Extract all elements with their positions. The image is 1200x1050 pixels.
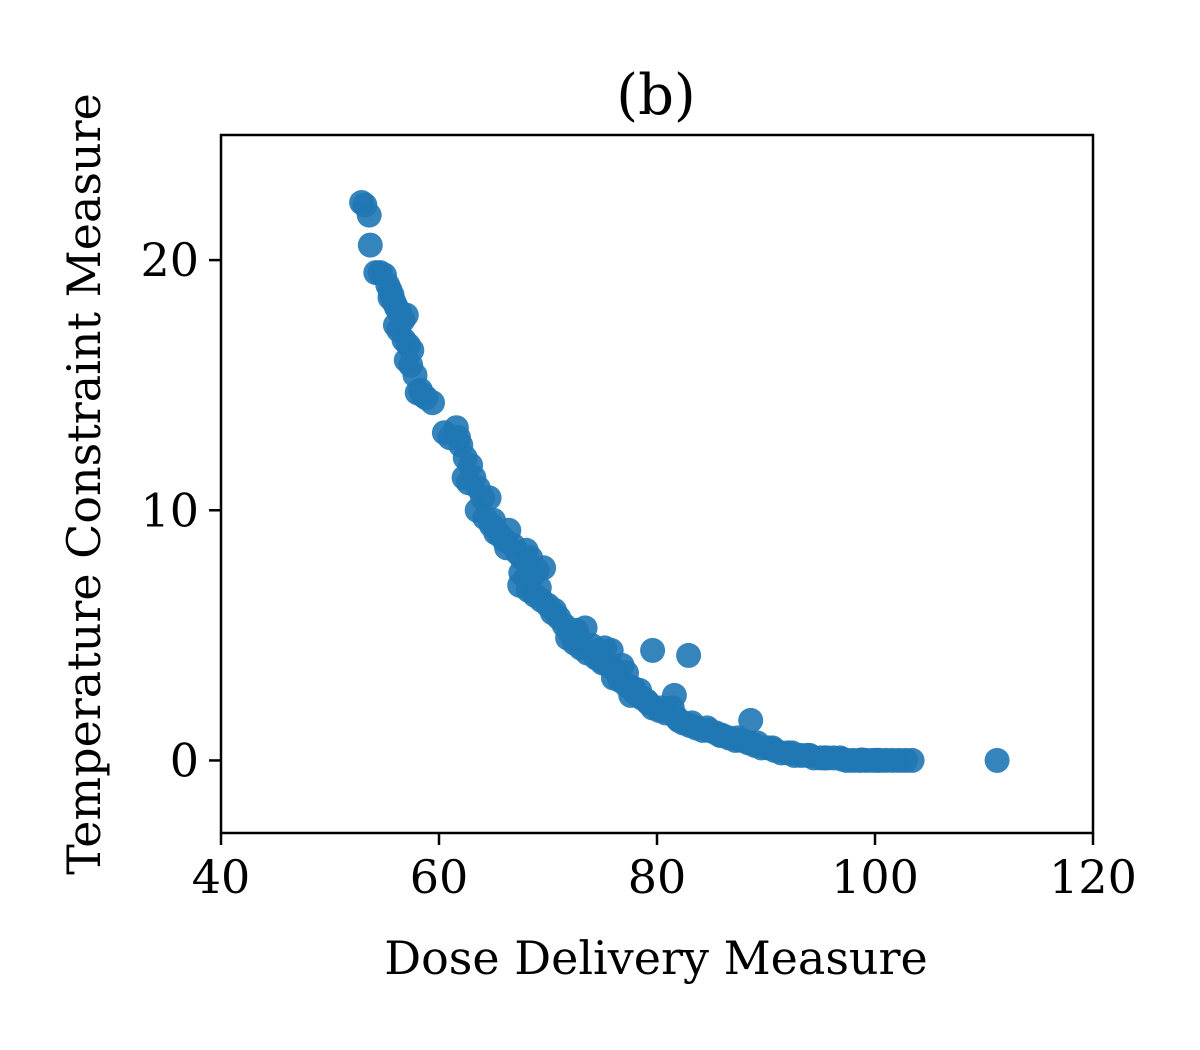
- data-point: [526, 575, 552, 601]
- x-tick-label: 100: [831, 850, 919, 904]
- data-point: [640, 637, 666, 663]
- data-point: [494, 535, 520, 561]
- data-point: [410, 382, 436, 408]
- x-tick-label: 80: [628, 850, 687, 904]
- data-point: [446, 425, 472, 451]
- x-tick-label: 60: [410, 850, 469, 904]
- data-point: [738, 707, 764, 733]
- data-point: [725, 725, 751, 751]
- y-axis-label: Temperature Constraint Measure: [57, 93, 111, 875]
- x-tick-label: 120: [1049, 850, 1137, 904]
- data-point: [481, 507, 506, 533]
- points-layer: [349, 190, 1010, 773]
- data-point: [648, 695, 674, 721]
- x-tick-label: 40: [192, 850, 251, 904]
- ticks-layer: 40 60 80 100 120 0 10 20: [140, 233, 1136, 904]
- data-point: [899, 747, 925, 773]
- y-tick-label: 10: [140, 483, 199, 537]
- chart-title: (b): [616, 63, 696, 128]
- data-point: [566, 625, 591, 651]
- data-point: [760, 735, 785, 761]
- data-point: [864, 747, 890, 773]
- x-axis-label: Dose Delivery Measure: [384, 931, 928, 985]
- data-point: [357, 232, 383, 258]
- data-point: [539, 600, 565, 626]
- data-point: [605, 660, 631, 686]
- data-point: [829, 746, 855, 772]
- data-point: [377, 285, 403, 311]
- plot-frame: [219, 133, 1095, 835]
- y-tick-label: 20: [140, 233, 199, 287]
- data-point: [984, 747, 1010, 773]
- data-point: [676, 642, 702, 668]
- data-point: [531, 555, 557, 581]
- y-tick-label: 0: [170, 733, 199, 787]
- data-point: [356, 202, 382, 228]
- data-point: [587, 647, 613, 673]
